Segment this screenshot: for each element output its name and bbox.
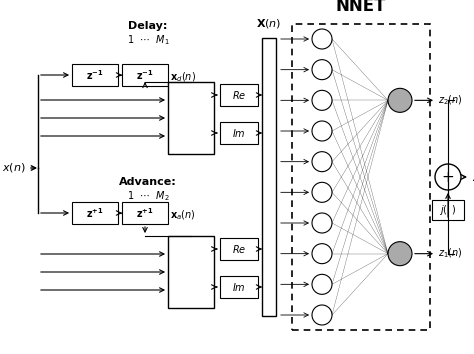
Bar — [220, 84, 258, 106]
Text: Advance:: Advance: — [119, 177, 177, 187]
Bar — [122, 64, 168, 86]
Circle shape — [312, 244, 332, 264]
Text: $1 \ \ \cdots \ \ M_2$: $1 \ \ \cdots \ \ M_2$ — [127, 189, 169, 203]
Circle shape — [312, 121, 332, 141]
Text: $j(.)$: $j(.)$ — [439, 203, 457, 217]
Bar — [262, 38, 276, 316]
Text: +: + — [442, 170, 455, 184]
Text: $1 \ \ \cdots \ \ M_1$: $1 \ \ \cdots \ \ M_1$ — [127, 33, 169, 47]
Text: $z_1(n)$: $z_1(n)$ — [438, 247, 463, 261]
Bar — [220, 238, 258, 260]
Text: $\mathbf{x}_d(n)$: $\mathbf{x}_d(n)$ — [170, 70, 196, 84]
Bar — [220, 276, 258, 298]
Text: $Re$: $Re$ — [232, 243, 246, 255]
Text: $z(n)$: $z(n)$ — [472, 171, 474, 183]
Circle shape — [388, 88, 412, 112]
Text: $\mathbf{X}(n)$: $\mathbf{X}(n)$ — [256, 17, 282, 30]
Text: $\mathbf{z^{-1}}$: $\mathbf{z^{-1}}$ — [86, 68, 104, 82]
Text: Delay:: Delay: — [128, 21, 168, 31]
Bar — [168, 236, 214, 308]
Bar — [72, 64, 118, 86]
Bar — [122, 202, 168, 224]
Circle shape — [312, 90, 332, 110]
Circle shape — [312, 29, 332, 49]
Text: $z_2(n)$: $z_2(n)$ — [438, 93, 463, 107]
Bar — [432, 200, 464, 220]
Circle shape — [312, 274, 332, 294]
Text: $Im$: $Im$ — [232, 281, 246, 293]
Text: $Im$: $Im$ — [232, 127, 246, 139]
Circle shape — [388, 242, 412, 266]
Text: $\mathbf{z^{+1}}$: $\mathbf{z^{+1}}$ — [136, 206, 154, 220]
Circle shape — [312, 305, 332, 325]
Text: $\mathbf{z^{+1}}$: $\mathbf{z^{+1}}$ — [86, 206, 104, 220]
Circle shape — [312, 60, 332, 80]
Bar — [168, 82, 214, 154]
Circle shape — [435, 164, 461, 190]
Circle shape — [312, 152, 332, 172]
Text: $x(n)$: $x(n)$ — [2, 161, 26, 175]
Circle shape — [312, 182, 332, 202]
Text: NNET: NNET — [336, 0, 386, 15]
Circle shape — [312, 213, 332, 233]
Bar — [72, 202, 118, 224]
Bar — [292, 24, 430, 330]
Bar — [220, 122, 258, 144]
Text: $\mathbf{x}_a(n)$: $\mathbf{x}_a(n)$ — [170, 209, 196, 222]
Text: $\mathbf{z^{-1}}$: $\mathbf{z^{-1}}$ — [136, 68, 154, 82]
Text: $Re$: $Re$ — [232, 89, 246, 101]
